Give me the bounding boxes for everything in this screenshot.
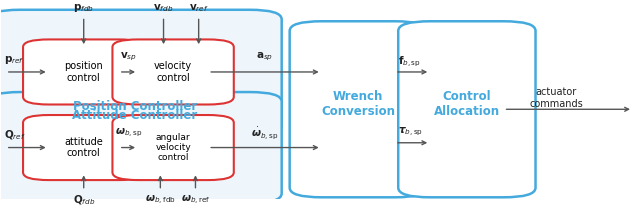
Text: Control
Allocation: Control Allocation [434,89,500,117]
Text: position
control: position control [65,61,103,83]
Text: $\dot{\boldsymbol{\omega}}_{b,\mathrm{sp}}$: $\dot{\boldsymbol{\omega}}_{b,\mathrm{sp… [252,125,278,141]
FancyBboxPatch shape [23,115,145,180]
Text: $\mathbf{Q}_{fdb}$: $\mathbf{Q}_{fdb}$ [72,194,95,208]
Text: $\mathbf{v}_{sp}$: $\mathbf{v}_{sp}$ [120,51,137,63]
Text: $\boldsymbol{\omega}_{b,\mathrm{sp}}$: $\boldsymbol{\omega}_{b,\mathrm{sp}}$ [115,127,142,139]
Text: Position Controller: Position Controller [73,100,197,113]
Text: $\mathbf{v}_{ref}$: $\mathbf{v}_{ref}$ [189,2,209,14]
Text: $\boldsymbol{\omega}_{b,\mathrm{fdb}}$: $\boldsymbol{\omega}_{b,\mathrm{fdb}}$ [145,194,176,207]
Text: $\mathbf{p}_{ref}$: $\mathbf{p}_{ref}$ [4,55,24,66]
Text: Wrench
Conversion: Wrench Conversion [321,89,396,117]
Text: $\mathbf{Q}_{ref}$: $\mathbf{Q}_{ref}$ [4,129,26,143]
FancyBboxPatch shape [113,40,234,104]
Text: $\boldsymbol{\omega}_{b,\mathrm{ref}}$: $\boldsymbol{\omega}_{b,\mathrm{ref}}$ [180,194,211,207]
FancyBboxPatch shape [0,92,282,203]
FancyBboxPatch shape [290,21,427,197]
Text: $\mathbf{f}_{b,\mathrm{sp}}$: $\mathbf{f}_{b,\mathrm{sp}}$ [398,54,421,69]
Text: $\mathbf{v}_{fdb}$: $\mathbf{v}_{fdb}$ [154,2,173,14]
Text: $\mathbf{a}_{sp}$: $\mathbf{a}_{sp}$ [257,51,273,63]
FancyBboxPatch shape [23,40,145,104]
Text: Attitude Controller: Attitude Controller [72,109,197,122]
FancyBboxPatch shape [398,21,536,197]
Text: angular
velocity
control: angular velocity control [156,133,191,162]
Text: $\boldsymbol{\tau}_{b,\mathrm{sp}}$: $\boldsymbol{\tau}_{b,\mathrm{sp}}$ [398,126,423,138]
FancyBboxPatch shape [0,10,282,136]
Text: attitude
control: attitude control [65,137,103,158]
Text: $\mathbf{p}_{fdb}$: $\mathbf{p}_{fdb}$ [73,2,94,14]
FancyBboxPatch shape [113,115,234,180]
Text: velocity
control: velocity control [154,61,192,83]
Text: actuator
commands: actuator commands [529,87,583,109]
